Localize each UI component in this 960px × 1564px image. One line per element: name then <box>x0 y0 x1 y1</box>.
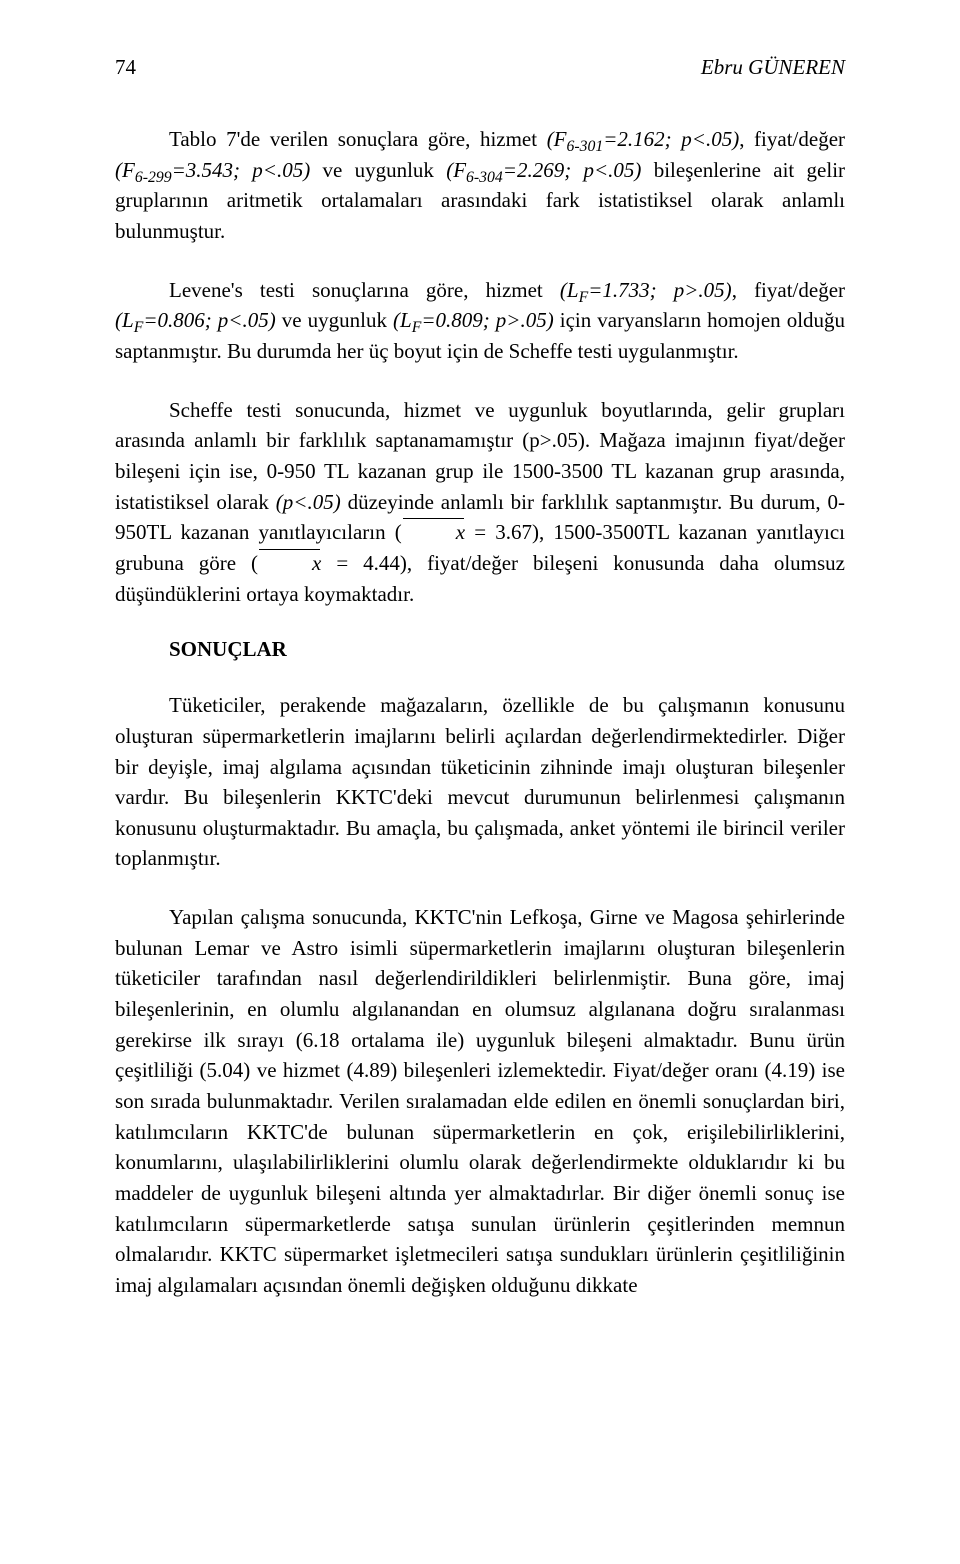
subscript: F <box>579 289 589 306</box>
paragraph-4: Tüketiciler, perakende mağazaların, özel… <box>115 690 845 874</box>
text: , fiyat/değer <box>739 127 845 151</box>
text: (L <box>115 308 134 332</box>
author-name: Ebru GÜNEREN <box>701 55 845 80</box>
stat-f1: (F6-301=2.162; p<.05) <box>547 127 740 151</box>
text: (F <box>547 127 567 151</box>
text: (F <box>115 158 135 182</box>
text: , fiyat/değer <box>732 278 845 302</box>
text: =2.269; p<.05) <box>503 158 642 182</box>
text: =1.733; p>.05) <box>588 278 731 302</box>
text: (F <box>446 158 466 182</box>
subscript: F <box>134 319 144 336</box>
stat-l3: (LF=0.809; p>.05) <box>393 308 554 332</box>
stat-l1: (LF=1.733; p>.05) <box>560 278 732 302</box>
text: ve uygunluk <box>310 158 446 182</box>
paragraph-3: Scheffe testi sonucunda, hizmet ve uygun… <box>115 395 845 610</box>
xbar-icon: x <box>258 548 321 579</box>
paragraph-2: Levene's testi sonuçlarına göre, hizmet … <box>115 275 845 367</box>
stat-p: (p<.05) <box>276 490 341 514</box>
text: (L <box>560 278 579 302</box>
stat-f2: (F6-299=3.543; p<.05) <box>115 158 310 182</box>
stat-l2: (LF=0.806; p<.05) <box>115 308 276 332</box>
page-header: 74 Ebru GÜNEREN <box>115 55 845 80</box>
xbar-icon: x <box>402 517 465 548</box>
text: (L <box>393 308 412 332</box>
text: Levene's testi sonuçlarına göre, hizmet <box>169 278 560 302</box>
paragraph-1: Tablo 7'de verilen sonuçlara göre, hizme… <box>115 124 845 247</box>
text: =0.806; p<.05) <box>143 308 275 332</box>
text: =0.809; p>.05) <box>421 308 553 332</box>
subscript: 6-304 <box>466 169 503 186</box>
page: 74 Ebru GÜNEREN Tablo 7'de verilen sonuç… <box>0 0 960 1564</box>
text: =3.543; p<.05) <box>172 158 311 182</box>
stat-f3: (F6-304=2.269; p<.05) <box>446 158 641 182</box>
page-number: 74 <box>115 55 136 80</box>
subscript: F <box>412 319 422 336</box>
section-heading-results: SONUÇLAR <box>169 637 845 662</box>
subscript: 6-299 <box>135 169 172 186</box>
text: ve uygunluk <box>276 308 393 332</box>
text: =2.162; p<.05) <box>603 127 739 151</box>
paragraph-5: Yapılan çalışma sonucunda, KKTC'nin Lefk… <box>115 902 845 1301</box>
subscript: 6-301 <box>567 138 604 155</box>
text: Tablo 7'de verilen sonuçlara göre, hizme… <box>169 127 547 151</box>
